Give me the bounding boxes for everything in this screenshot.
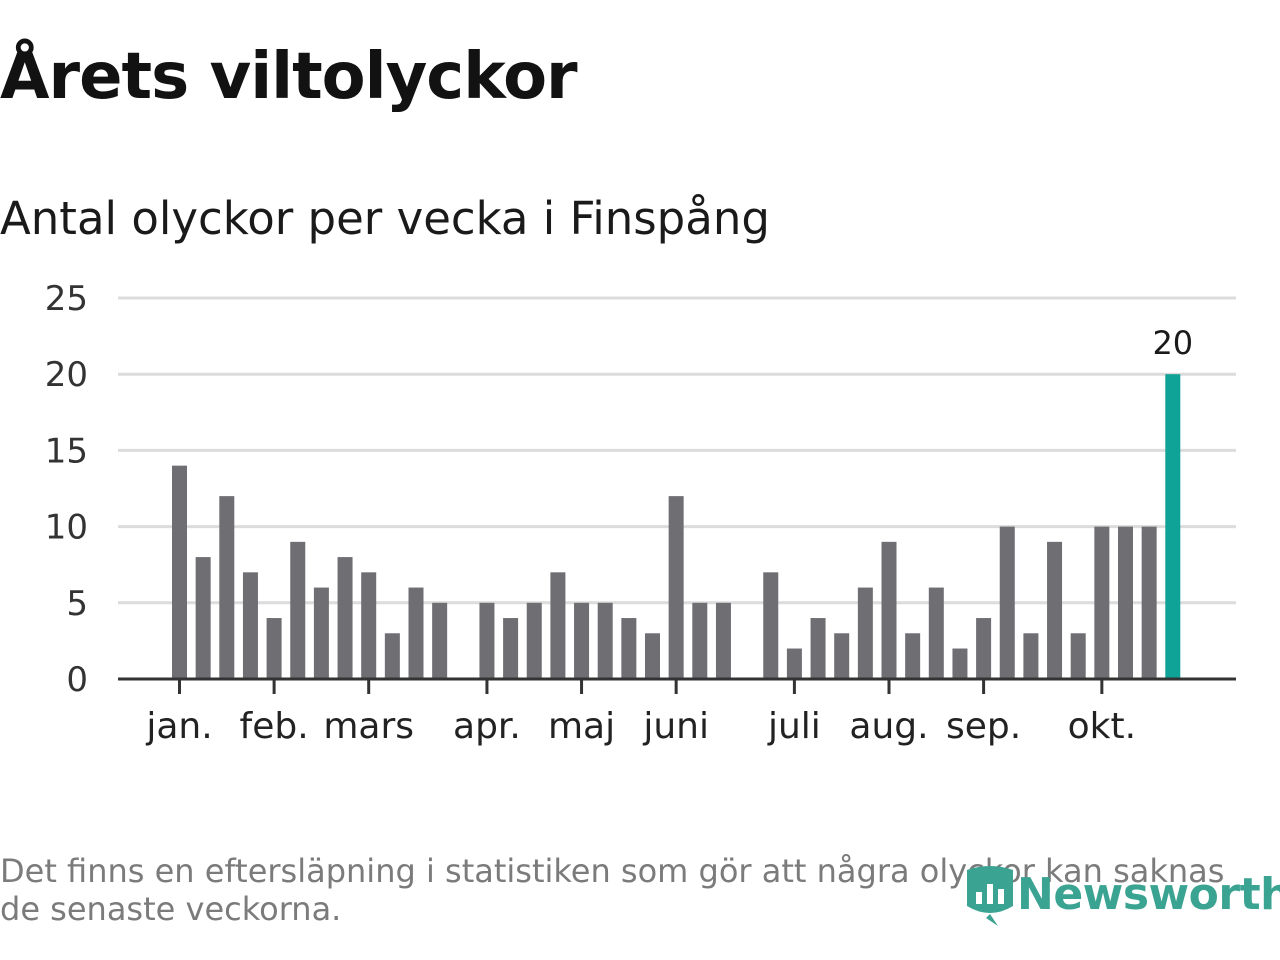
footnote: Det finns en eftersläpning i statistiken… (0, 852, 1225, 928)
bar (786, 648, 802, 679)
bar-chart: 0 5 10 15 20 25 20 jan. feb. mars apr. maj juni jul… (45, 279, 1236, 747)
bar (952, 648, 968, 679)
bar (574, 602, 590, 679)
x-axis: jan. feb. mars apr. maj juni juli aug. sep. okt. (118, 677, 1236, 747)
bar-highlight (1165, 374, 1181, 679)
y-tick-label: 20 (45, 355, 88, 395)
bar (172, 465, 187, 679)
bar (503, 618, 519, 679)
bar-chart-shield-icon (967, 866, 1013, 926)
month-label: maj (548, 706, 615, 747)
y-axis-ticks: 0 5 10 15 20 25 (45, 279, 88, 700)
bar (810, 618, 826, 679)
bar (905, 633, 921, 679)
bar (1118, 526, 1133, 679)
bar (242, 572, 258, 679)
month-label: juli (767, 706, 821, 747)
bar (384, 633, 400, 679)
bar (763, 572, 779, 679)
bar (337, 557, 353, 679)
bar (597, 602, 613, 679)
bar (361, 572, 377, 679)
bar (976, 618, 992, 679)
chart-title: Årets viltolyckor (0, 40, 578, 114)
month-label: feb. (240, 706, 309, 747)
month-label: okt. (1068, 706, 1136, 747)
bar (668, 496, 684, 679)
bar (1094, 526, 1110, 679)
bar (479, 602, 495, 679)
month-label: mars (323, 706, 414, 747)
month-label: juni (642, 706, 709, 747)
bar (1070, 633, 1086, 679)
bar (266, 618, 282, 679)
y-tick-label: 10 (45, 508, 88, 548)
bar-labels: 20 (1152, 324, 1193, 362)
logo-text: Newsworthy (1017, 868, 1280, 920)
bar (928, 587, 944, 679)
bar (408, 587, 424, 679)
bar (219, 496, 235, 679)
bar (834, 633, 850, 679)
y-tick-label: 5 (66, 584, 88, 624)
bar-value-label: 20 (1152, 324, 1193, 362)
y-tick-label: 0 (66, 660, 88, 700)
chart-subtitle: Antal olyckor per vecka i Finspång (0, 192, 770, 245)
bar (1141, 526, 1157, 679)
bar (999, 526, 1015, 679)
bar (432, 602, 448, 679)
bars (172, 374, 1181, 679)
bar (692, 602, 708, 679)
bar (1023, 633, 1039, 679)
bar (857, 587, 873, 679)
bar (550, 572, 566, 679)
bar (195, 557, 211, 679)
y-tick-label: 15 (45, 431, 88, 471)
bar (621, 618, 637, 679)
bar (715, 602, 731, 679)
month-label: apr. (453, 706, 521, 747)
y-tick-label: 25 (45, 279, 88, 319)
newsworthy-logo: Newsworthy (963, 862, 1280, 926)
month-label: sep. (946, 706, 1021, 747)
month-label: aug. (849, 706, 928, 747)
bar (290, 541, 306, 679)
month-label: jan. (145, 706, 212, 747)
bar (881, 541, 897, 679)
bar (526, 602, 542, 679)
bar (1047, 541, 1063, 679)
bar (313, 587, 329, 679)
bar (645, 633, 660, 679)
